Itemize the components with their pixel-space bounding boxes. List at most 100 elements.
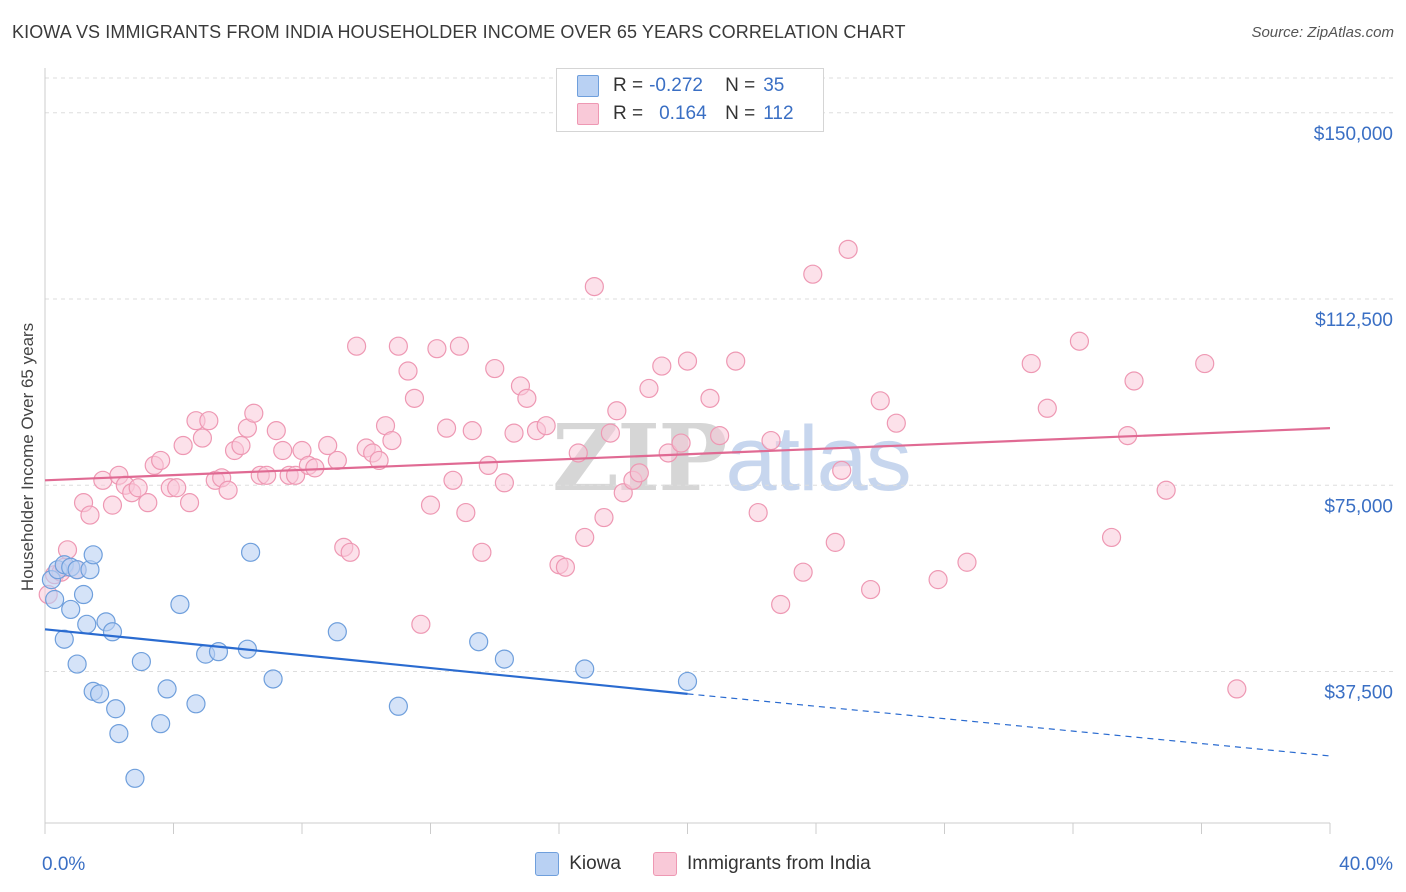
axis-labels: $150,000 $112,500 $75,000 $37,500 0.0% 40.0% H… <box>18 124 1393 875</box>
india-trend-line <box>44 427 1331 482</box>
kiowa-point <box>170 594 190 615</box>
india-point <box>128 478 148 498</box>
india-point <box>594 507 614 528</box>
legend-row-india: R = 0.164 N = 112 <box>577 101 794 127</box>
india-point <box>825 532 845 552</box>
india-point <box>369 450 389 471</box>
kiowa-point <box>388 696 408 716</box>
india-point <box>173 435 193 456</box>
trend-lines <box>44 427 1331 757</box>
india-point <box>748 502 768 523</box>
india-point <box>179 493 200 513</box>
india-point <box>327 450 347 471</box>
kiowa-point <box>90 684 110 704</box>
legend-n-value: 35 <box>763 75 785 96</box>
india-point <box>1156 480 1176 500</box>
kiowa-point <box>469 632 489 652</box>
india-point <box>80 505 100 525</box>
india-point <box>388 336 408 356</box>
kiowa-point <box>157 679 177 699</box>
india-point <box>870 391 890 411</box>
india-point <box>456 502 476 523</box>
india-point <box>257 465 277 485</box>
india-point <box>600 423 621 443</box>
india-point <box>793 562 813 582</box>
series-swatch-india <box>653 852 677 876</box>
source-label: Source: ZipAtlas.com <box>1251 24 1394 41</box>
india-point <box>700 388 720 408</box>
kiowa-point <box>575 659 595 679</box>
india-point <box>244 403 264 423</box>
kiowa-point <box>151 714 171 734</box>
india-point <box>652 356 672 376</box>
kiowa-point <box>677 671 698 692</box>
series-legend-india: Immigrants from India <box>653 852 871 876</box>
india-point <box>1037 398 1057 418</box>
kiowa-point <box>77 614 97 634</box>
india-point <box>726 351 746 371</box>
axes <box>44 68 1331 834</box>
data-points <box>38 239 1247 788</box>
india-point <box>1195 353 1215 374</box>
legend-swatch-kiowa <box>577 75 599 97</box>
india-point <box>138 493 158 513</box>
india-point <box>305 458 325 478</box>
kiowa-point <box>83 545 103 565</box>
legend-n-label: N = <box>725 103 756 124</box>
india-point <box>861 579 881 600</box>
india-point <box>472 542 492 562</box>
chart-title: KIOWA VS IMMIGRANTS FROM INDIA HOUSEHOLD… <box>12 22 906 42</box>
series-legend-kiowa: Kiowa <box>535 852 621 876</box>
kiowa-trend-line <box>44 628 688 695</box>
india-point <box>957 552 977 572</box>
legend-row-kiowa: R = -0.272 N = 35 <box>577 73 784 99</box>
watermark-atlas: atlas <box>725 408 911 510</box>
legend-n-label: N = <box>725 75 756 96</box>
y-tick-label: $37,500 <box>1324 683 1393 704</box>
india-point <box>318 435 338 456</box>
stats-legend: R = -0.272 N = 35 R = 0.164 N = 112 <box>556 68 824 132</box>
india-point <box>340 542 360 562</box>
series-legend: Kiowa Immigrants from India <box>0 852 1406 876</box>
india-point <box>536 416 556 436</box>
legend-r-value: 0.164 <box>659 103 707 124</box>
india-point <box>273 440 293 461</box>
india-point <box>504 423 524 443</box>
india-point <box>838 239 858 259</box>
kiowa-point <box>102 622 123 642</box>
india-point <box>517 388 537 408</box>
india-point <box>192 428 213 448</box>
india-point <box>639 378 659 399</box>
india-point <box>411 614 431 634</box>
india-point <box>485 358 505 379</box>
india-point <box>266 421 286 441</box>
legend-r-value: -0.272 <box>649 75 703 96</box>
india-point <box>231 435 251 456</box>
india-point <box>671 433 691 453</box>
india-point <box>93 470 113 490</box>
india-point <box>832 460 852 480</box>
india-point <box>584 277 604 297</box>
kiowa-point <box>109 723 129 744</box>
india-point <box>151 450 171 471</box>
kiowa-point <box>67 654 87 674</box>
india-point <box>347 336 367 356</box>
kiowa-point <box>131 651 151 672</box>
series-label-india: Immigrants from India <box>687 853 871 874</box>
india-point <box>404 388 425 408</box>
india-point <box>575 527 595 548</box>
india-point <box>1227 679 1247 699</box>
india-point <box>710 426 730 446</box>
kiowa-point <box>494 649 514 669</box>
legend-r-label: R = <box>613 75 644 96</box>
kiowa-trend-extension <box>687 693 1331 757</box>
india-point <box>199 411 219 431</box>
india-point <box>629 463 649 483</box>
kiowa-point <box>263 669 283 689</box>
india-point <box>771 594 791 615</box>
kiowa-point <box>106 699 126 719</box>
india-point <box>1069 331 1090 351</box>
india-point <box>494 473 514 493</box>
india-point <box>555 557 576 577</box>
